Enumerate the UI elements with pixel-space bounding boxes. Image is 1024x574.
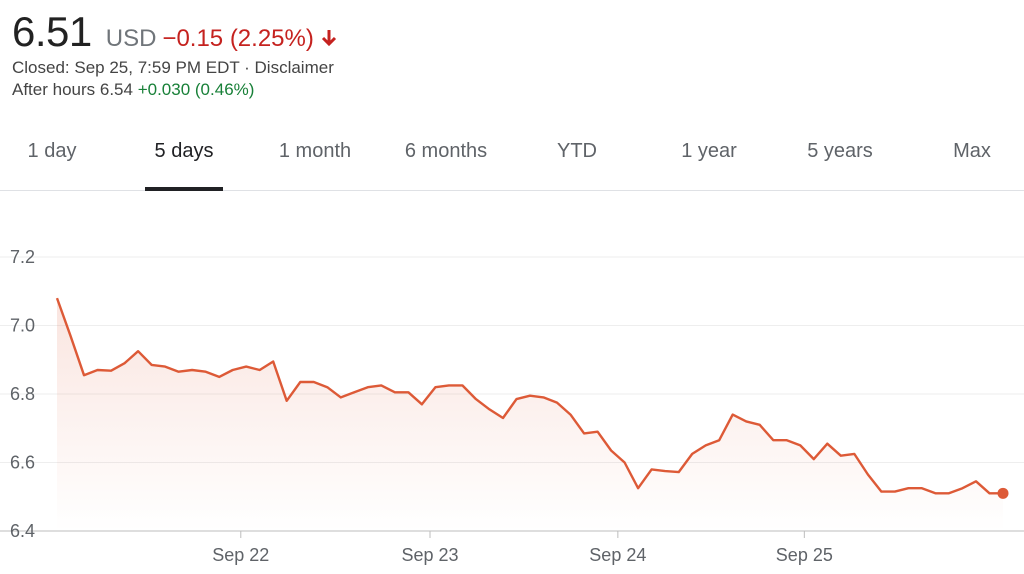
quote-header: 6.51 USD −0.15 (2.25%) Closed: Sep 25, 7…	[12, 8, 338, 100]
y-tick-label: 7.0	[10, 316, 35, 336]
price-row: 6.51 USD −0.15 (2.25%)	[12, 8, 338, 56]
price-area	[57, 298, 1003, 531]
x-tick-label: Sep 24	[589, 545, 646, 565]
tab-5-years[interactable]: 5 years	[807, 140, 873, 162]
tab-6-months[interactable]: 6 months	[404, 140, 488, 162]
price-line	[55, 297, 1003, 495]
x-tick-label: Sep 23	[401, 545, 458, 565]
price-chart[interactable]: 7.2 7.0 6.8 6.6 6.4 Sep 22 Sep 23 Sep 24 Sep 25	[0, 190, 1024, 574]
tab-1-month[interactable]: 1 month	[278, 140, 352, 162]
x-tick-label: Sep 25	[776, 545, 833, 565]
x-tick-label: Sep 22	[212, 545, 269, 565]
current-price: 6.51	[12, 8, 92, 55]
arrow-down-icon	[320, 28, 338, 48]
tab-1-day[interactable]: 1 day	[27, 140, 77, 162]
after-hours-label: After hours 6.54	[12, 80, 133, 99]
tab-1-year[interactable]: 1 year	[681, 140, 737, 162]
y-tick-label: 6.8	[10, 384, 35, 404]
y-tick-label: 6.6	[10, 453, 35, 473]
range-tabs: 1 day 5 days 1 month 6 months YTD 1 year…	[0, 122, 1024, 191]
last-price-dot	[997, 487, 1009, 499]
tab-5-days[interactable]: 5 days	[145, 122, 223, 191]
currency-code: USD	[105, 25, 157, 52]
after-hours-change: +0.030 (0.46%)	[137, 80, 255, 99]
y-tick-label: 6.4	[10, 521, 35, 541]
price-change: −0.15 (2.25%)	[162, 25, 314, 52]
tab-max[interactable]: Max	[953, 140, 991, 162]
after-hours: After hours 6.54 +0.030 (0.46%)	[12, 80, 338, 100]
closed-status: Closed: Sep 25, 7:59 PM EDT · Disclaimer	[12, 58, 334, 77]
tab-ytd[interactable]: YTD	[557, 140, 597, 162]
y-tick-label: 7.2	[10, 247, 35, 267]
